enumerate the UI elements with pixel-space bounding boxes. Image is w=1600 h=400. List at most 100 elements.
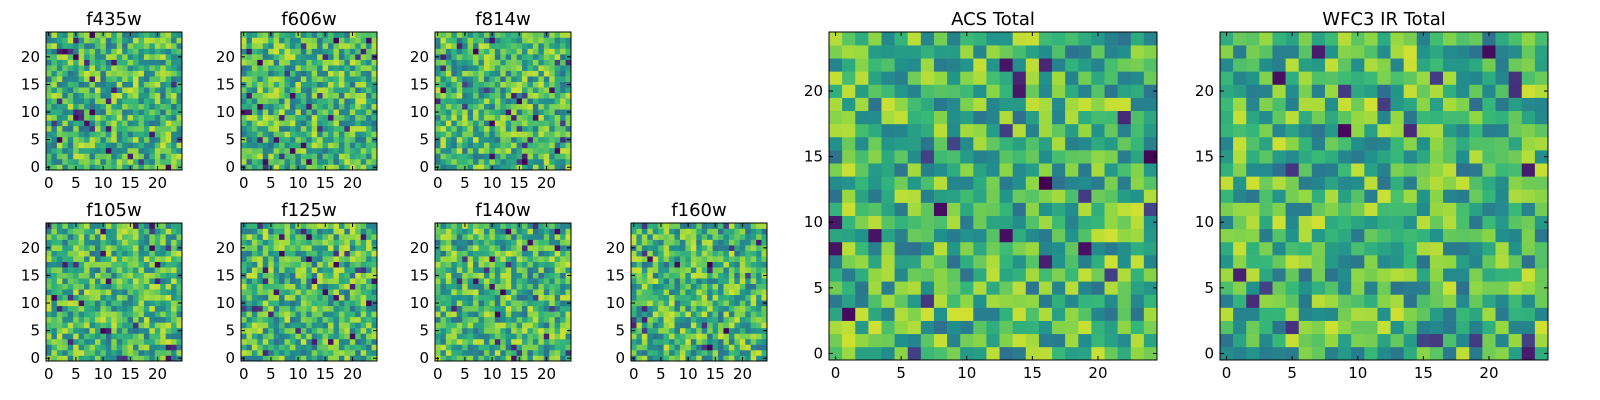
heatmap-cell: [122, 48, 128, 55]
heatmap-cell: [549, 327, 555, 334]
heatmap-cell: [322, 256, 329, 262]
heatmap-cell: [349, 327, 356, 334]
heatmap-cell: [344, 338, 351, 345]
heatmap-cell: [855, 241, 869, 256]
heatmap-cell: [549, 305, 555, 312]
heatmap-cell: [707, 322, 713, 329]
heatmap-cell: [89, 87, 96, 94]
heatmap-cell: [165, 114, 172, 121]
heatmap-cell: [251, 92, 258, 99]
heatmap-cell: [62, 54, 69, 60]
heatmap-cell: [268, 272, 274, 279]
heatmap-cell: [483, 283, 490, 290]
heatmap-cell: [445, 158, 452, 165]
heatmap-cell: [543, 87, 550, 94]
heatmap-cell: [344, 153, 351, 160]
heatmap-cell: [289, 327, 296, 334]
heatmap-cell: [750, 278, 757, 285]
heatmap-cell: [505, 125, 512, 132]
heatmap-cell: [67, 120, 74, 127]
heatmap-cell: [712, 289, 719, 296]
heatmap-cell: [284, 355, 291, 362]
heatmap-cell: [701, 300, 708, 307]
heatmap-cell: [344, 103, 351, 110]
x-tick-label: 10: [483, 365, 502, 383]
heatmap-cell: [707, 294, 713, 301]
heatmap-cell: [89, 54, 96, 60]
heatmap-cell: [641, 305, 648, 312]
heatmap-cell: [652, 228, 659, 235]
heatmap-cell: [489, 81, 496, 88]
heatmap-cell: [257, 223, 264, 229]
heatmap-cell: [669, 250, 675, 257]
heatmap-cell: [143, 349, 150, 356]
heatmap-cell: [171, 228, 177, 235]
heatmap-cell: [284, 300, 291, 307]
heatmap-cell: [739, 228, 746, 235]
heatmap-cell: [46, 131, 52, 138]
heatmap-cell: [322, 283, 329, 290]
heatmap-cell: [467, 114, 474, 121]
heatmap-cell: [67, 278, 74, 285]
heatmap-cell: [505, 344, 512, 351]
heatmap-cell: [279, 131, 285, 138]
heatmap-cell: [986, 215, 1000, 230]
heatmap-cell: [960, 202, 974, 216]
heatmap-cell: [500, 43, 507, 49]
heatmap-cell: [317, 98, 323, 105]
heatmap-cell: [532, 338, 539, 345]
heatmap-cell: [739, 327, 746, 334]
heatmap-cell: [462, 120, 468, 127]
heatmap-cell: [511, 333, 517, 340]
heatmap-cell: [489, 87, 496, 94]
heatmap-cell: [712, 338, 719, 345]
heatmap-cell: [84, 349, 90, 356]
heatmap-cell: [478, 272, 485, 279]
heatmap-cell: [1104, 307, 1118, 321]
heatmap-cell: [138, 120, 145, 127]
heatmap-cell: [62, 147, 69, 154]
heatmap-cell: [527, 109, 534, 116]
heatmap-cell: [467, 131, 474, 138]
heatmap-cell: [143, 338, 150, 345]
heatmap-cell: [360, 43, 367, 49]
heatmap-cell: [176, 261, 183, 268]
heatmap-cell: [522, 92, 528, 99]
heatmap-cell: [462, 327, 468, 334]
heatmap-cell: [94, 333, 101, 340]
heatmap-cell: [51, 32, 58, 38]
heatmap-cell: [947, 163, 961, 177]
heatmap-cell: [554, 65, 561, 71]
heatmap-cell: [560, 70, 566, 77]
heatmap-cell: [371, 223, 378, 229]
heatmap-cell: [51, 316, 58, 323]
heatmap-cell: [328, 43, 334, 49]
heatmap-cell: [456, 120, 463, 127]
heatmap-cell: [89, 70, 96, 77]
heatmap-cell: [89, 305, 96, 312]
heatmap-cell: [51, 300, 58, 307]
heatmap-cell: [111, 333, 118, 340]
heatmap-cell: [478, 103, 485, 110]
heatmap-cell: [73, 239, 79, 246]
heatmap-cell: [143, 261, 150, 268]
heatmap-cell: [445, 267, 452, 273]
heatmap-cell: [549, 338, 555, 345]
heatmap-cell: [333, 147, 340, 154]
heatmap-cell: [105, 250, 112, 257]
heatmap-cell: [973, 255, 987, 269]
heatmap-cell: [165, 76, 172, 82]
heatmap-cell: [289, 81, 296, 88]
heatmap-cell: [750, 289, 757, 296]
heatmap-cell: [489, 54, 496, 60]
heatmap-cell: [366, 103, 372, 110]
heatmap-cell: [707, 278, 713, 285]
heatmap-cell: [67, 158, 74, 165]
heatmap-cell: [154, 142, 161, 149]
heatmap-cell: [289, 344, 296, 351]
heatmap-cell: [560, 278, 566, 285]
heatmap-cell: [663, 316, 670, 323]
heatmap-cell: [1052, 294, 1066, 308]
heatmap-cell: [349, 87, 356, 94]
